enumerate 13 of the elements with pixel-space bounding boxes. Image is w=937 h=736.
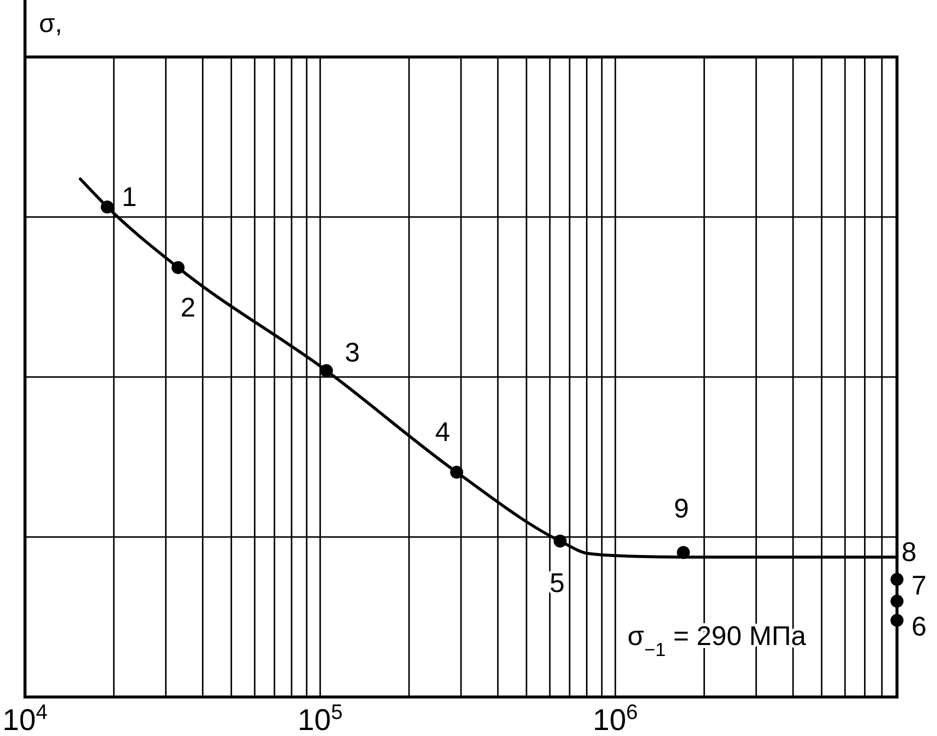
annotation: 9 <box>674 494 689 524</box>
annotation: 8 <box>901 537 917 568</box>
annotation: 7 <box>911 570 927 601</box>
text: σ, <box>39 8 62 38</box>
annotation: 4 <box>435 417 450 448</box>
annotation: 3 <box>344 338 360 368</box>
x-tick-label: 10$^{6}$ <box>592 700 638 736</box>
annotation: 1 <box>122 182 137 212</box>
annotation: 2 <box>180 292 196 323</box>
annotation: 6 <box>911 611 927 642</box>
x-tick-label: 10$^{4}$ <box>2 700 48 736</box>
x-tick-label: 10$^{5}$ <box>298 700 343 736</box>
annotation: 5 <box>550 568 565 598</box>
